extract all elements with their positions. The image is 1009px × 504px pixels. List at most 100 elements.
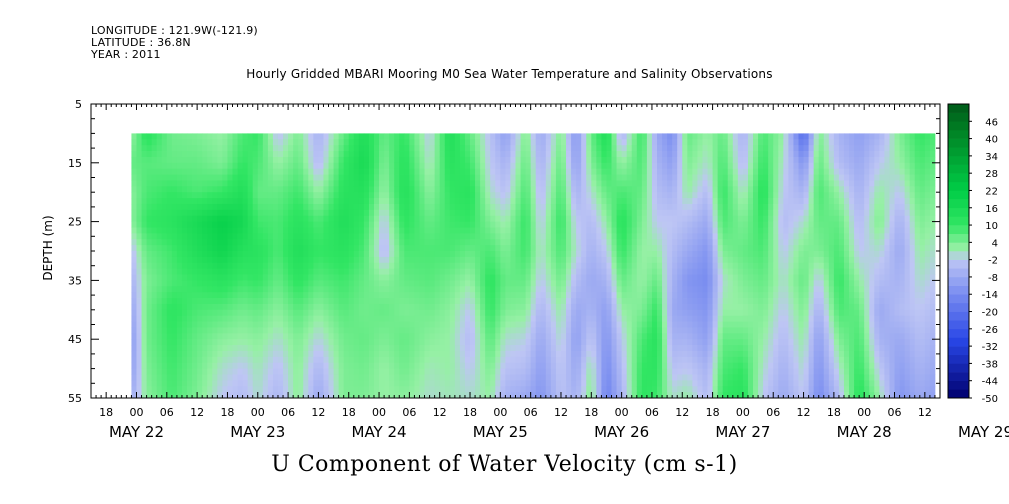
heatmap-cell [485, 251, 491, 258]
heatmap-cell [131, 292, 137, 299]
heatmap-cell [384, 339, 390, 346]
heatmap-cell [470, 368, 476, 375]
heatmap-cell [535, 350, 542, 358]
heatmap-cell [480, 356, 486, 364]
heatmap-cell [566, 345, 572, 352]
heatmap-cell [606, 345, 612, 352]
heatmap-cell [646, 156, 653, 164]
heatmap-cell [141, 309, 147, 317]
heatmap-cell [424, 168, 430, 175]
heatmap-cell [454, 174, 461, 181]
heatmap-cell [318, 315, 324, 322]
heatmap-cell [283, 133, 289, 140]
heatmap-cell [631, 233, 638, 240]
heatmap-cell [161, 362, 168, 369]
heatmap-cell [505, 350, 511, 358]
heatmap-cell [475, 262, 481, 270]
heatmap-cell [550, 315, 557, 322]
heatmap-cell [379, 392, 385, 399]
heatmap-cell [611, 251, 617, 258]
heatmap-cell [611, 356, 617, 364]
heatmap-cell [651, 280, 658, 287]
heatmap-cell [399, 180, 405, 187]
heatmap-cell [626, 280, 633, 287]
heatmap-cell [454, 374, 461, 381]
heatmap-cell [192, 209, 198, 217]
heatmap-cell [611, 345, 617, 352]
heatmap-cell [566, 209, 572, 217]
heatmap-cell [192, 198, 198, 205]
heatmap-cell [368, 339, 375, 346]
heatmap-cell [161, 309, 168, 317]
heatmap-cell [272, 333, 279, 340]
heatmap-cell [414, 145, 420, 152]
heatmap-cell [237, 350, 243, 358]
heatmap-cell [566, 245, 572, 252]
heatmap-cell [409, 251, 415, 258]
heatmap-cell [464, 368, 471, 375]
heatmap-cell [288, 139, 294, 146]
heatmap-cell [606, 303, 612, 311]
heatmap-cell [550, 292, 557, 299]
heatmap-cell [399, 233, 405, 240]
heatmap-cell [550, 345, 557, 352]
heatmap-cell [338, 162, 345, 170]
heatmap-cell [262, 274, 269, 281]
heatmap-cell [591, 345, 597, 352]
heatmap-cell [384, 180, 390, 187]
heatmap-cell [293, 374, 299, 381]
heatmap-cell [591, 286, 597, 293]
heatmap-cell [596, 339, 602, 346]
heatmap-cell [505, 251, 511, 258]
heatmap-cell [212, 309, 218, 317]
heatmap-cell [621, 386, 628, 393]
heatmap-cell [197, 380, 203, 387]
heatmap-cell [677, 203, 683, 211]
heatmap-cell [485, 274, 491, 281]
heatmap-cell [328, 303, 334, 311]
heatmap-cell [651, 186, 658, 193]
heatmap-cell [262, 174, 269, 181]
heatmap-cell [181, 362, 188, 369]
heatmap-cell [227, 286, 233, 293]
heatmap-cell [232, 133, 238, 140]
heatmap-cell [136, 133, 142, 140]
heatmap-cell [303, 345, 309, 352]
heatmap-cell [566, 203, 572, 211]
heatmap-cell [591, 245, 597, 252]
heatmap-cell [444, 133, 451, 140]
heatmap-cell [171, 374, 178, 381]
heatmap-cell [651, 303, 658, 311]
heatmap-cell [530, 309, 537, 317]
heatmap-cell [343, 215, 350, 222]
heatmap-cell [363, 251, 370, 258]
heatmap-cell [545, 168, 552, 175]
heatmap-cell [550, 180, 557, 187]
heatmap-cell [566, 251, 572, 258]
heatmap-cell [262, 156, 269, 164]
heatmap-cell [272, 345, 279, 352]
heatmap-cell [586, 268, 592, 275]
heatmap-cell [374, 233, 380, 240]
heatmap-cell [404, 133, 410, 140]
heatmap-cell [389, 256, 395, 264]
heatmap-cell [682, 162, 688, 170]
heatmap-cell [262, 256, 269, 264]
heatmap-cell [510, 215, 516, 222]
heatmap-cell [500, 303, 506, 311]
heatmap-cell [651, 233, 658, 240]
heatmap-cell [626, 174, 633, 181]
heatmap-cell [328, 192, 334, 199]
heatmap-cell [515, 203, 521, 211]
heatmap-cell [277, 368, 284, 375]
heatmap-cell [181, 374, 188, 381]
heatmap-cell [636, 286, 643, 293]
heatmap-cell [358, 162, 365, 170]
heatmap-cell [313, 386, 319, 393]
heatmap-cell [257, 356, 264, 364]
heatmap-cell [611, 192, 617, 199]
heatmap-cell [353, 309, 360, 317]
heatmap-cell [414, 221, 420, 228]
heatmap-cell [267, 139, 274, 146]
heatmap-cell [192, 245, 198, 252]
